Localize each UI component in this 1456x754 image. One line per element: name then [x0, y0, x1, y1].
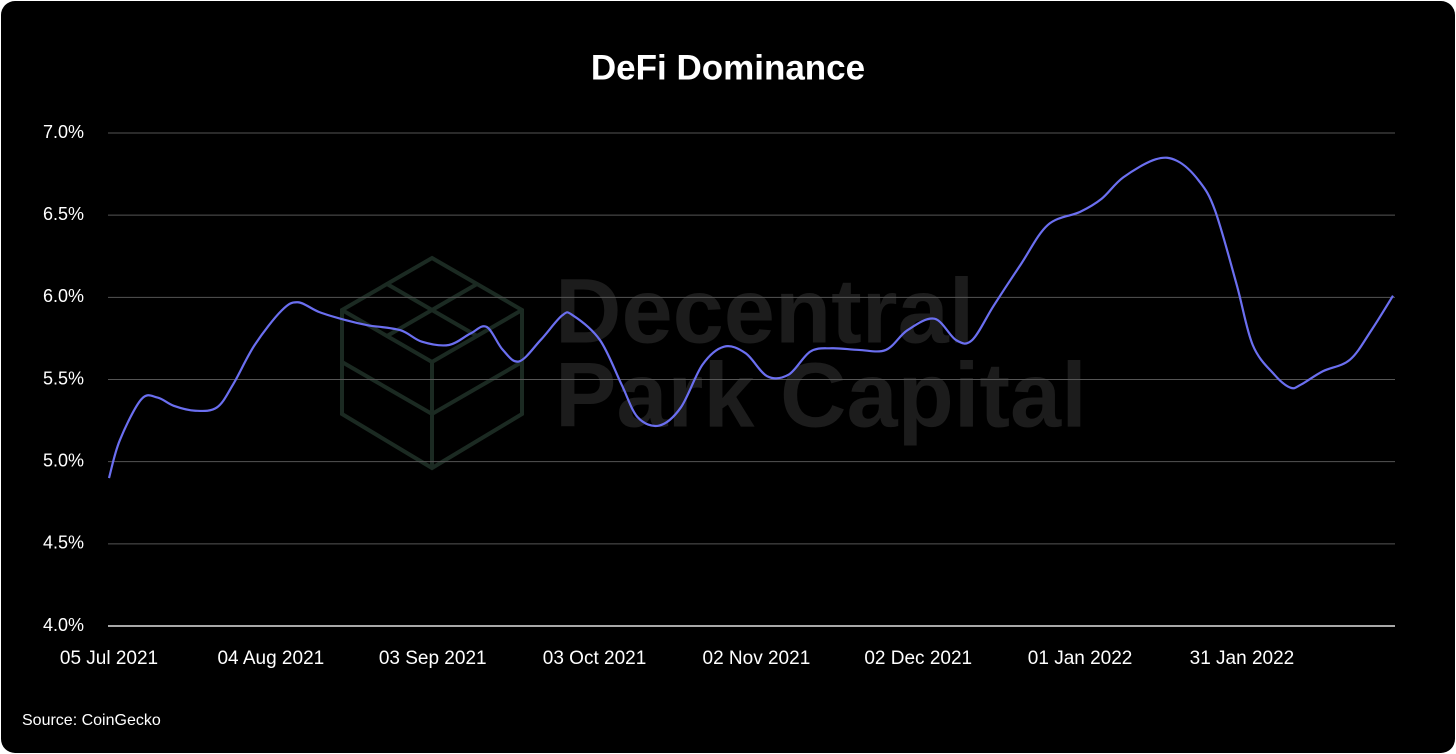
data-line — [107, 156, 1394, 479]
y-tick-label: 5.5% — [43, 368, 84, 388]
watermark-text: Decentral — [555, 260, 974, 362]
y-tick-label: 7.0% — [43, 122, 84, 142]
y-tick-label: 4.0% — [43, 615, 84, 635]
x-tick-label: 02 Dec 2021 — [864, 648, 972, 669]
y-tick-label: 6.0% — [43, 286, 84, 306]
y-tick-label: 4.5% — [43, 533, 84, 553]
chart-title: DeFi Dominance — [591, 48, 865, 87]
x-tick-label: 03 Oct 2021 — [543, 648, 647, 669]
x-tick-label: 03 Sep 2021 — [379, 648, 487, 669]
x-tick-label: 31 Jan 2022 — [1190, 648, 1295, 669]
watermark-logo — [340, 255, 524, 471]
y-tick-label: 6.5% — [43, 204, 84, 224]
watermark-text: Park Capital — [555, 344, 1087, 446]
x-tick-label: 05 Jul 2021 — [60, 648, 158, 669]
x-tick-label: 04 Aug 2021 — [217, 648, 324, 669]
y-tick-label: 5.0% — [43, 450, 84, 470]
x-tick-label: 02 Nov 2021 — [703, 648, 811, 669]
x-tick-label: 01 Jan 2022 — [1028, 648, 1133, 669]
source-note: Source: CoinGecko — [22, 712, 161, 729]
